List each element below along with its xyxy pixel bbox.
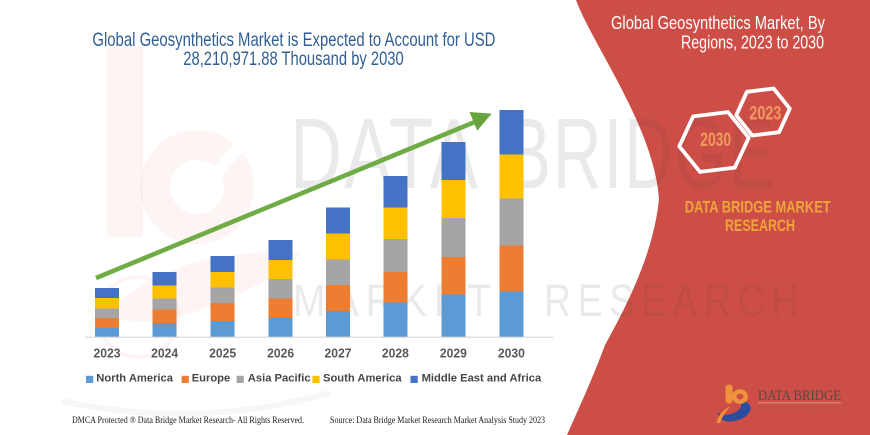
svg-text:DATA BRIDGE: DATA BRIDGE	[758, 388, 841, 404]
svg-text:Europe: Europe	[192, 372, 231, 384]
svg-text:Source: Data Bridge Market Res: Source: Data Bridge Market Research Mark…	[330, 415, 545, 425]
svg-text:Middle East and Africa: Middle East and Africa	[422, 372, 542, 384]
svg-text:28,210,971.88 Thousand by 2030: 28,210,971.88 Thousand by 2030	[183, 48, 404, 70]
svg-text:DMCA Protected ® Data Bridge M: DMCA Protected ® Data Bridge Market Rese…	[72, 415, 304, 425]
svg-text:2023: 2023	[94, 346, 121, 361]
svg-text:South America: South America	[323, 372, 402, 384]
svg-text:2023: 2023	[749, 104, 781, 125]
svg-text:MARKET RESEARCH: MARKET RESEARCH	[758, 404, 841, 413]
svg-text:North America: North America	[96, 372, 173, 384]
svg-text:2026: 2026	[267, 346, 294, 361]
svg-text:Global Geosynthetics Market, B: Global Geosynthetics Market, By	[611, 13, 825, 33]
svg-text:2025: 2025	[209, 346, 236, 361]
svg-text:Regions, 2023 to 2030: Regions, 2023 to 2030	[681, 32, 824, 52]
svg-text:2029: 2029	[440, 346, 467, 361]
svg-text:2030: 2030	[700, 130, 731, 151]
svg-text:2027: 2027	[325, 346, 352, 361]
svg-text:Asia Pacific: Asia Pacific	[248, 372, 311, 384]
svg-text:2028: 2028	[382, 346, 409, 361]
svg-text:RESEARCH: RESEARCH	[725, 217, 795, 235]
svg-text:Global Geosynthetics Market is: Global Geosynthetics Market is Expected …	[92, 29, 495, 51]
svg-text:2030: 2030	[498, 346, 525, 361]
svg-text:2024: 2024	[151, 346, 179, 361]
svg-text:DATA BRIDGE MARKET: DATA BRIDGE MARKET	[685, 198, 831, 216]
